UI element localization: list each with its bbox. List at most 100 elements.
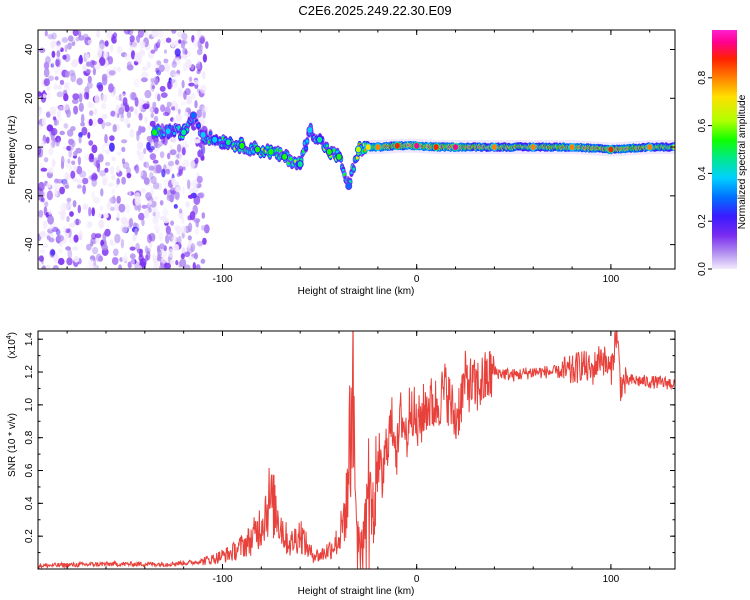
noise-blob bbox=[91, 232, 97, 240]
noise-blob bbox=[72, 30, 79, 37]
noise-blob bbox=[147, 124, 152, 131]
noise-blob bbox=[56, 91, 64, 98]
noise-blob bbox=[38, 255, 44, 262]
noise-blob bbox=[163, 58, 169, 64]
colorbar-tick-label: 0.0 bbox=[697, 262, 708, 276]
noise-blob bbox=[99, 170, 106, 177]
noise-blob bbox=[88, 206, 92, 217]
noise-blob bbox=[44, 201, 49, 208]
noise-blob bbox=[103, 50, 109, 59]
noise-blob bbox=[46, 92, 52, 100]
noise-blob bbox=[152, 101, 157, 109]
noise-blob bbox=[99, 205, 104, 211]
snr-multiplier: (x104) bbox=[6, 332, 18, 359]
noise-blob bbox=[70, 170, 76, 179]
noise-blob bbox=[87, 101, 92, 109]
track-point bbox=[180, 128, 188, 137]
noise-blob bbox=[44, 30, 48, 37]
noise-blob bbox=[194, 228, 200, 235]
track-blob-core bbox=[305, 139, 309, 143]
noise-blob bbox=[62, 54, 67, 60]
track-point bbox=[199, 130, 207, 139]
noise-blob bbox=[88, 118, 93, 126]
noise-blob bbox=[43, 67, 50, 78]
noise-blob bbox=[71, 61, 78, 68]
noise-blob bbox=[111, 257, 119, 265]
snr-y-axis: 0.2 0.4 0.6 0.8 1.0 1.2 1.4 bbox=[24, 332, 675, 554]
noise-blob bbox=[52, 116, 57, 121]
noise-blob bbox=[185, 95, 193, 105]
noise-blob bbox=[103, 213, 109, 219]
noise-blob bbox=[73, 165, 78, 171]
noise-blob bbox=[164, 262, 171, 269]
noise-blob bbox=[96, 253, 102, 262]
track-blob-core bbox=[343, 173, 346, 177]
noise-blob bbox=[56, 44, 62, 52]
noise-blob bbox=[110, 110, 116, 117]
noise-blob bbox=[201, 71, 206, 80]
noise-blob bbox=[129, 106, 134, 112]
noise-blob bbox=[139, 50, 144, 58]
noise-blob bbox=[56, 179, 64, 184]
noise-blob bbox=[187, 235, 192, 241]
noise-blob bbox=[99, 39, 105, 50]
noise-blob bbox=[175, 159, 179, 165]
noise-blob bbox=[47, 167, 54, 174]
noise-blob bbox=[62, 181, 70, 188]
noise-blob bbox=[196, 30, 202, 39]
noise-blob bbox=[41, 197, 45, 203]
track-point bbox=[452, 143, 459, 152]
noise-blob bbox=[202, 237, 207, 245]
noise-blob bbox=[51, 60, 56, 71]
noise-blob bbox=[129, 128, 135, 138]
noise-blob bbox=[202, 105, 208, 113]
noise-blob bbox=[46, 124, 54, 132]
noise-blob bbox=[153, 206, 159, 213]
noise-blob bbox=[166, 101, 172, 108]
track-point bbox=[151, 128, 158, 137]
noise-blob bbox=[76, 165, 83, 175]
noise-blob bbox=[188, 222, 193, 233]
noise-blob bbox=[170, 220, 175, 226]
noise-blob bbox=[142, 103, 150, 110]
noise-blob bbox=[93, 174, 98, 180]
noise-blob bbox=[140, 77, 148, 83]
noise-blob bbox=[196, 109, 202, 118]
track-blob-core bbox=[266, 146, 269, 149]
noise-blob bbox=[181, 186, 185, 195]
noise-blob bbox=[177, 108, 181, 115]
snr-multiplier-prefix: (x10 bbox=[7, 339, 18, 359]
noise-blob bbox=[66, 216, 70, 222]
noise-blob bbox=[171, 41, 175, 48]
noise-blob bbox=[193, 218, 201, 223]
noise-blob bbox=[71, 160, 76, 166]
noise-blob bbox=[200, 84, 207, 94]
y-tick-label: 20 bbox=[24, 92, 35, 104]
noise-blob bbox=[171, 61, 177, 68]
noise-blob bbox=[181, 32, 188, 41]
noise-blob bbox=[157, 249, 162, 259]
noise-blob bbox=[143, 161, 150, 169]
noise-blob bbox=[105, 161, 111, 166]
noise-blob bbox=[159, 151, 165, 159]
noise-blob bbox=[63, 123, 69, 129]
track-point bbox=[393, 141, 401, 150]
colorbar: 0.0 0.2 0.4 0.6 0.8 Normalized spectral ampl… bbox=[697, 30, 748, 276]
track-point bbox=[646, 143, 654, 152]
track-blob-core bbox=[162, 133, 166, 137]
noise-blob bbox=[41, 117, 46, 127]
noise-blob bbox=[110, 165, 115, 176]
track-point bbox=[281, 152, 289, 161]
noise-blob bbox=[87, 221, 93, 227]
noise-blob bbox=[154, 141, 159, 148]
noise-blob bbox=[128, 217, 134, 228]
track-point bbox=[211, 135, 219, 144]
noise-blob bbox=[134, 164, 140, 174]
noise-blob bbox=[181, 80, 185, 89]
noise-blob bbox=[193, 38, 198, 47]
noise-blob bbox=[177, 86, 183, 94]
noise-blob bbox=[148, 200, 153, 206]
noise-blob bbox=[116, 177, 120, 185]
noise-blob bbox=[48, 147, 54, 156]
